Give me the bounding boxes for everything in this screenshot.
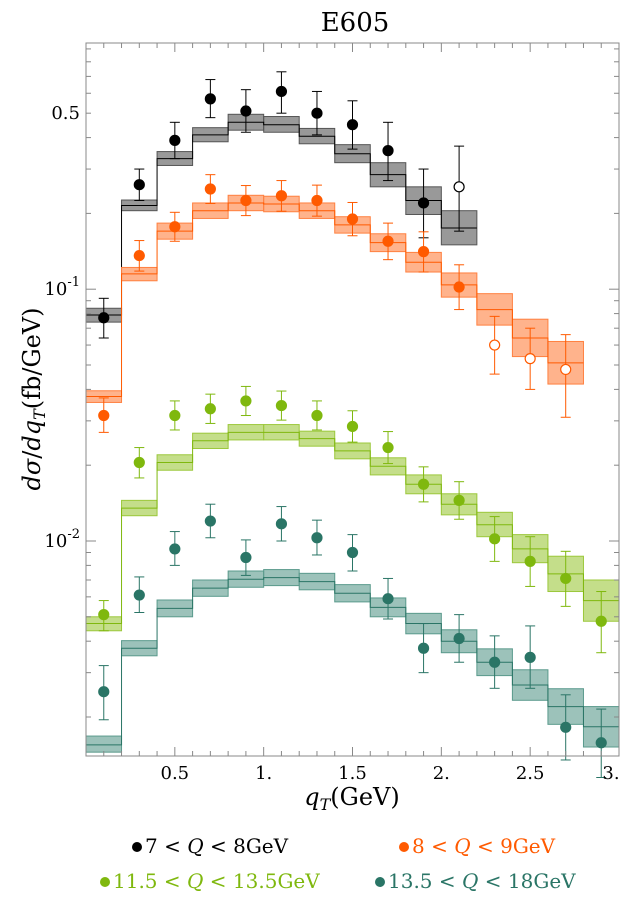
- legend-label-3: 11.5 < Q < 13.5GeV: [113, 869, 320, 893]
- theory-series-1: [85, 113, 478, 323]
- data-point-3-5: [240, 395, 252, 407]
- data-point-4-2: [133, 589, 145, 601]
- data-point-4-9: [382, 593, 394, 605]
- data-point-1-11: [453, 181, 465, 193]
- legend-label-4: 13.5 < Q < 18GeV: [388, 869, 576, 893]
- axis-ticks: [86, 43, 620, 756]
- x-tick-label-6: 3.: [602, 763, 619, 784]
- axis-tick-labels: 0.5 1. 1.5 2. 2.5 3. 0.5 10-1 10-2: [44, 103, 619, 784]
- data-point-1-8: [346, 119, 359, 131]
- x-tick-label-3: 1.5: [338, 763, 367, 784]
- data-point-2-10: [417, 246, 430, 258]
- data-point-1-1: [98, 312, 110, 324]
- y-tick-label-1: 0.5: [51, 103, 80, 124]
- legend-entry-2: 8 < Q < 9GeV: [399, 834, 556, 858]
- data-point-2-3: [169, 221, 181, 233]
- data-point-2-1: [98, 409, 110, 422]
- data-series-3: [98, 385, 607, 654]
- x-tick-label-2: 1.: [255, 763, 272, 784]
- legend: 7 < Q < 8GeV 8 < Q < 9GeV 11.5 < Q < 13.5G…: [100, 834, 576, 893]
- theory-series-4: [85, 569, 620, 753]
- legend-label-2: 8 < Q < 9GeV: [412, 834, 556, 858]
- data-point-1-2: [133, 179, 145, 191]
- data-point-3-12: [489, 533, 501, 545]
- data-point-3-15: [595, 615, 607, 627]
- data-series-4: [98, 503, 607, 779]
- data-point-1-6: [275, 85, 288, 98]
- data-point-4-6: [275, 518, 288, 530]
- data-point-2-11: [453, 281, 465, 293]
- data-point-1-5: [240, 105, 252, 117]
- data-point-2-5: [240, 194, 252, 207]
- legend-marker-1: [132, 842, 142, 852]
- legend-entry-4: 13.5 < Q < 18GeV: [375, 869, 576, 893]
- data-point-4-1: [98, 686, 110, 698]
- theory-series-2: [85, 194, 584, 403]
- data-point-2-8: [346, 213, 359, 225]
- legend-marker-3: [100, 877, 110, 887]
- x-tick-label-4: 2.: [433, 763, 450, 784]
- data-point-4-8: [346, 546, 359, 559]
- data-point-4-5: [240, 551, 252, 564]
- data-point-2-4: [204, 183, 216, 195]
- legend-entry-3: 11.5 < Q < 13.5GeV: [100, 869, 320, 893]
- data-point-3-4: [204, 403, 216, 415]
- data-series-2: [98, 174, 572, 433]
- data-point-2-14: [560, 363, 572, 376]
- data-point-3-11: [453, 494, 465, 506]
- data-point-4-12: [489, 656, 501, 668]
- data-point-3-2: [133, 456, 145, 469]
- legend-entry-1: 7 < Q < 8GeV: [132, 834, 289, 858]
- data-series-1: [98, 71, 465, 339]
- y-tick-label-2: 10-1: [44, 275, 80, 300]
- data-point-4-11: [453, 632, 465, 645]
- data-point-4-13: [524, 651, 536, 663]
- data-point-4-10: [417, 642, 430, 654]
- legend-label-1: 7 < Q < 8GeV: [145, 834, 289, 858]
- chart-title: E605: [321, 8, 390, 38]
- data-point-2-6: [275, 190, 288, 202]
- data-point-2-12: [489, 339, 501, 351]
- data-points: [98, 71, 607, 779]
- data-point-2-7: [311, 194, 323, 207]
- data-point-1-10: [417, 197, 430, 209]
- legend-marker-4: [375, 877, 385, 887]
- x-axis-label: qT(GeV): [304, 783, 399, 814]
- data-point-4-3: [169, 543, 181, 555]
- theory-line-4: [86, 577, 619, 746]
- data-point-3-13: [524, 555, 536, 567]
- legend-marker-2: [399, 842, 409, 852]
- data-point-1-3: [169, 134, 181, 146]
- data-point-4-15: [595, 737, 607, 749]
- data-point-2-13: [524, 353, 536, 365]
- x-tick-label-1: 0.5: [161, 763, 190, 784]
- data-point-3-3: [169, 409, 181, 422]
- data-point-3-7: [311, 409, 323, 422]
- data-point-3-8: [346, 420, 359, 433]
- data-point-3-9: [382, 441, 394, 454]
- data-point-4-4: [204, 515, 216, 527]
- data-point-4-14: [560, 721, 572, 733]
- data-point-1-9: [382, 145, 394, 157]
- x-tick-label-5: 2.5: [516, 763, 545, 784]
- theory-line-3: [86, 431, 619, 625]
- data-point-4-7: [311, 532, 323, 544]
- data-point-3-10: [417, 478, 430, 490]
- data-point-3-14: [560, 572, 572, 585]
- data-point-3-1: [98, 609, 110, 621]
- theory-band-4-1: [85, 735, 123, 753]
- data-point-1-4: [204, 93, 216, 105]
- data-point-2-9: [382, 235, 394, 247]
- data-point-2-2: [133, 249, 145, 262]
- data-point-1-7: [311, 107, 323, 119]
- theory-line-1: [86, 121, 477, 316]
- y-axis-label: dσ/dqT(fb/GeV): [18, 307, 49, 490]
- data-point-3-6: [275, 399, 288, 412]
- y-tick-label-3: 10-2: [44, 527, 80, 552]
